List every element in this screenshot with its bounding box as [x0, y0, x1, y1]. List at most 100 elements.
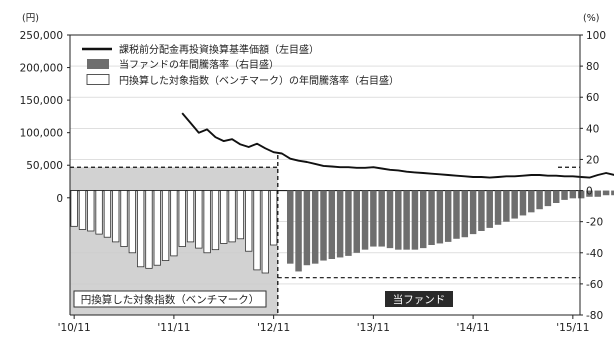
benchmark-bar-11: [161, 190, 170, 261]
fund-bar-6: [336, 190, 344, 258]
fund-bar-16: [419, 190, 427, 249]
x-tick-label-1: '11/11: [157, 322, 190, 334]
fund-bar-5: [328, 190, 336, 259]
fund-bar-2: [303, 190, 311, 266]
benchmark-bar-21: [245, 190, 253, 252]
fund-bar-31: [544, 190, 552, 207]
benchmark-bar-18: [220, 190, 228, 244]
benchmark-bar-15: [195, 190, 203, 249]
benchmark-bar-5: [112, 190, 120, 243]
benchmark-bar-24: [269, 190, 278, 246]
fund-bar-12: [386, 190, 394, 249]
benchmark-bar-20: [236, 190, 245, 240]
legend-label-benchmark: 円換算した対象指数（ベンチマーク）の年間騰落率（右目盛）: [119, 74, 399, 87]
benchmark-bar-4: [103, 190, 112, 238]
right-tick-label-8: -60: [586, 279, 603, 291]
benchmark-bar-23: [261, 190, 269, 274]
left-tick-label-4: 50,000: [26, 160, 63, 172]
fund-bar-24: [486, 190, 493, 228]
legend-swatch-benchmark: [86, 74, 110, 85]
fund-bar-18: [436, 190, 444, 244]
left-tick-label-5: 0: [56, 193, 63, 205]
benchmark-bar-14: [186, 190, 195, 243]
benchmark-bar-8: [137, 190, 145, 268]
right-tick-label-1: 80: [586, 61, 599, 73]
benchmark-bar-22: [253, 190, 261, 271]
fund-bar-26: [503, 190, 510, 222]
left-tick-label-2: 150,000: [20, 95, 63, 107]
fund-bar-17: [428, 190, 435, 245]
region-label-benchmark-text: 円換算した対象指数（ベンチマーク）: [81, 293, 260, 306]
fund-bar-34: [569, 190, 577, 199]
fund-bar-22: [469, 190, 477, 235]
right-tick-label-4: 20: [586, 154, 599, 166]
right-axis-unit: (%): [583, 13, 599, 24]
fund-bar-20: [453, 190, 460, 239]
region-label-fund-text: 当ファンド: [393, 293, 446, 306]
fund-bar-35: [577, 190, 585, 199]
legend-label-nav: 課税前分配金再投資換算基準価額（左目盛）: [119, 43, 319, 56]
left-tick-label-3: 100,000: [20, 128, 63, 140]
fund-bar-9: [361, 190, 369, 250]
region-label-fund-box: [385, 291, 453, 307]
fund-bar-23: [478, 190, 485, 231]
left-tick-label-1: 200,000: [20, 63, 63, 75]
right-tick-label-3: 40: [586, 123, 599, 135]
region-label-benchmark: 円換算した対象指数（ベンチマーク）: [73, 290, 267, 308]
fund-bar-37: [594, 190, 602, 197]
benchmark-bar-7: [128, 190, 136, 254]
x-tick-label-2: '12/11: [257, 322, 290, 334]
benchmark-bar-2: [87, 190, 95, 232]
fund-bar-30: [536, 190, 543, 210]
fund-bar-7: [345, 190, 352, 256]
right-tick-label-7: -40: [586, 248, 603, 260]
right-tick-label-9: -80: [586, 310, 603, 322]
region-label-benchmark-box: [73, 290, 267, 308]
fund-bar-3: [311, 190, 319, 264]
fund-bar-25: [494, 190, 502, 225]
benchmark-bar-1: [78, 190, 87, 230]
nav-line: [181, 112, 614, 179]
x-tick-label-5: '15/11: [556, 322, 589, 334]
fund-bar-4: [320, 190, 327, 261]
fund-bar-21: [461, 190, 469, 238]
fund-bar-29: [528, 190, 535, 213]
legend-label-fund: 当ファンドの年間騰落率（右目盛）: [119, 58, 279, 71]
benchmark-bar-9: [145, 190, 153, 269]
benchmark-bar-19: [228, 190, 236, 243]
fund-bar-39: [611, 190, 614, 196]
legend-swatch-fund: [87, 59, 109, 69]
benchmark-bar-10: [153, 190, 161, 266]
fund-bar-38: [602, 190, 610, 196]
left-axis-unit: (円): [22, 13, 39, 24]
fund-bar-32: [552, 190, 560, 203]
fund-bar-15: [411, 190, 419, 250]
fund-bar-33: [561, 190, 568, 200]
right-tick-label-0: 100: [586, 30, 606, 42]
left-tick-label-0: 250,000: [20, 30, 63, 42]
x-tick-label-3: '13/11: [357, 322, 390, 334]
right-tick-label-6: -20: [586, 217, 603, 229]
fund-bar-11: [378, 190, 385, 247]
region-label-fund: 当ファンド: [385, 291, 453, 307]
x-tick-label-4: '14/11: [457, 322, 490, 334]
fund-bar-28: [519, 190, 527, 216]
benchmark-bar-16: [203, 190, 211, 254]
benchmark-bar-17: [211, 190, 220, 251]
right-tick-label-2: 60: [586, 92, 599, 104]
x-tick-label-0: '10/11: [58, 322, 91, 334]
fund-bar-36: [586, 190, 593, 197]
benchmark-bar-13: [178, 190, 186, 247]
benchmark-bar-6: [120, 190, 128, 247]
legend: 課税前分配金再投資換算基準価額（左目盛） 当ファンドの年間騰落率（右目盛） 円換…: [82, 43, 399, 87]
fund-bar-14: [403, 190, 410, 250]
right-tick-label-5: 0: [586, 186, 593, 198]
benchmark-bar-12: [170, 190, 178, 257]
fund-bar-13: [395, 190, 402, 250]
fund-bar-8: [353, 190, 360, 253]
fund-bar-1: [295, 190, 302, 272]
benchmark-bar-0: [70, 190, 78, 227]
fund-bar-19: [444, 190, 452, 242]
fund-bar-10: [370, 190, 377, 247]
